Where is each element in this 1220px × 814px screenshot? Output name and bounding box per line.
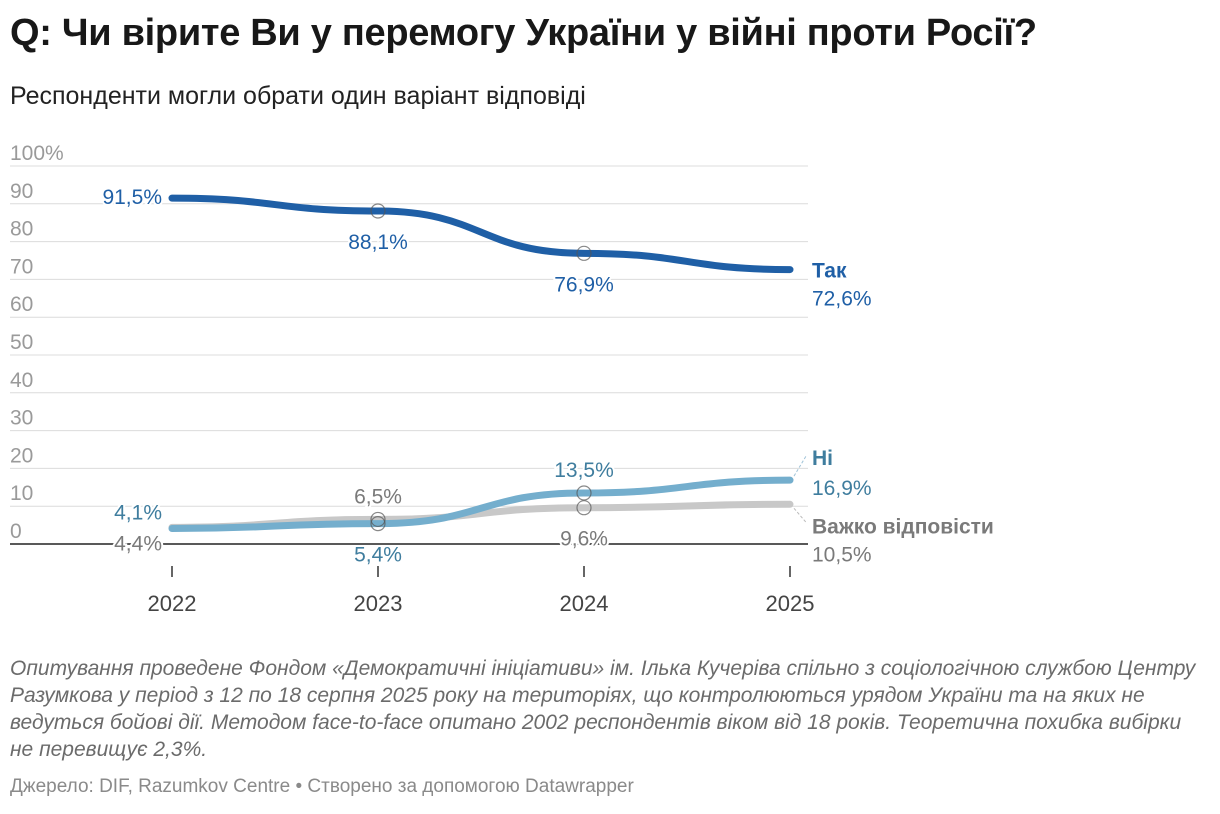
- y-tick-label: 70: [10, 255, 33, 278]
- point-marker-yes: [576, 245, 592, 261]
- value-label-hard-to-say: 9,6%: [560, 528, 608, 551]
- gridlines: 0 10 20 30 40 50 60 70 80 90 100%: [10, 142, 808, 545]
- series-name-hard-to-say: Важко відповісти: [812, 515, 994, 538]
- series-lines: [168, 194, 794, 533]
- source-credit: Джерело: DIF, Razumkov Centre • Створено…: [10, 776, 634, 797]
- highlight-markers: [370, 203, 592, 532]
- y-tick-label: 30: [10, 407, 33, 430]
- point-marker-no: [576, 485, 592, 501]
- y-tick-label: 50: [10, 331, 33, 354]
- value-label-hard-to-say: 10,5%: [812, 543, 872, 566]
- point-marker-no: [370, 515, 386, 532]
- value-label-yes: 91,5%: [102, 186, 162, 209]
- y-tick-label: 0: [10, 520, 22, 543]
- value-label-hard-to-say: 6,5%: [354, 485, 402, 508]
- y-tick-label: 60: [10, 293, 33, 316]
- value-label-no: 13,5%: [554, 459, 614, 482]
- x-axis: 2022 2023 2024 2025: [148, 566, 815, 616]
- y-tick-label: 80: [10, 218, 33, 241]
- y-tick-label: 10: [10, 482, 33, 505]
- value-label-yes: 76,9%: [554, 273, 614, 296]
- value-label-yes: 88,1%: [348, 231, 408, 254]
- point-marker-yes: [370, 203, 386, 219]
- x-tick-label: 2022: [148, 591, 197, 616]
- y-tick-label: 90: [10, 180, 33, 203]
- methodology-notes: Опитування проведене Фондом «Демократичн…: [10, 657, 1196, 761]
- y-tick-label: 100%: [10, 142, 64, 165]
- x-tick-label: 2024: [560, 591, 609, 616]
- series-name-no: Ні: [812, 447, 833, 470]
- point-marker-hard-to-say: [370, 511, 386, 528]
- value-label-yes: 72,6%: [812, 288, 872, 311]
- y-tick-label: 20: [10, 444, 33, 467]
- series-name-yes: Так: [812, 260, 847, 283]
- chart-title: Q: Чи вірите Ви у перемогу України у вій…: [10, 12, 1037, 54]
- x-tick-label: 2023: [354, 591, 403, 616]
- point-marker-hard-to-say: [576, 500, 592, 516]
- series-line-yes: [168, 194, 794, 274]
- value-label-no: 4,1%: [114, 502, 162, 525]
- value-label-no: 5,4%: [354, 544, 402, 567]
- x-tick-label: 2025: [766, 591, 815, 616]
- value-label-hard-to-say: 4,4%: [114, 532, 162, 555]
- value-labels: 4,4% 6,5% 9,6% 10,5% Важко відповісти 4,1% 5,4…: [100, 184, 994, 568]
- line-chart: 0 10 20 30 40 50 60 70 80 90 100% 2022 2023 2024 2025…: [10, 142, 994, 616]
- value-label-no: 16,9%: [812, 477, 872, 500]
- y-tick-label: 40: [10, 369, 33, 392]
- chart-subtitle: Респонденти могли обрати один варіант ві…: [10, 82, 586, 110]
- leader-line-hard-to-say: [793, 507, 807, 523]
- series-line-no: [168, 476, 794, 533]
- leader-line-no: [793, 455, 807, 477]
